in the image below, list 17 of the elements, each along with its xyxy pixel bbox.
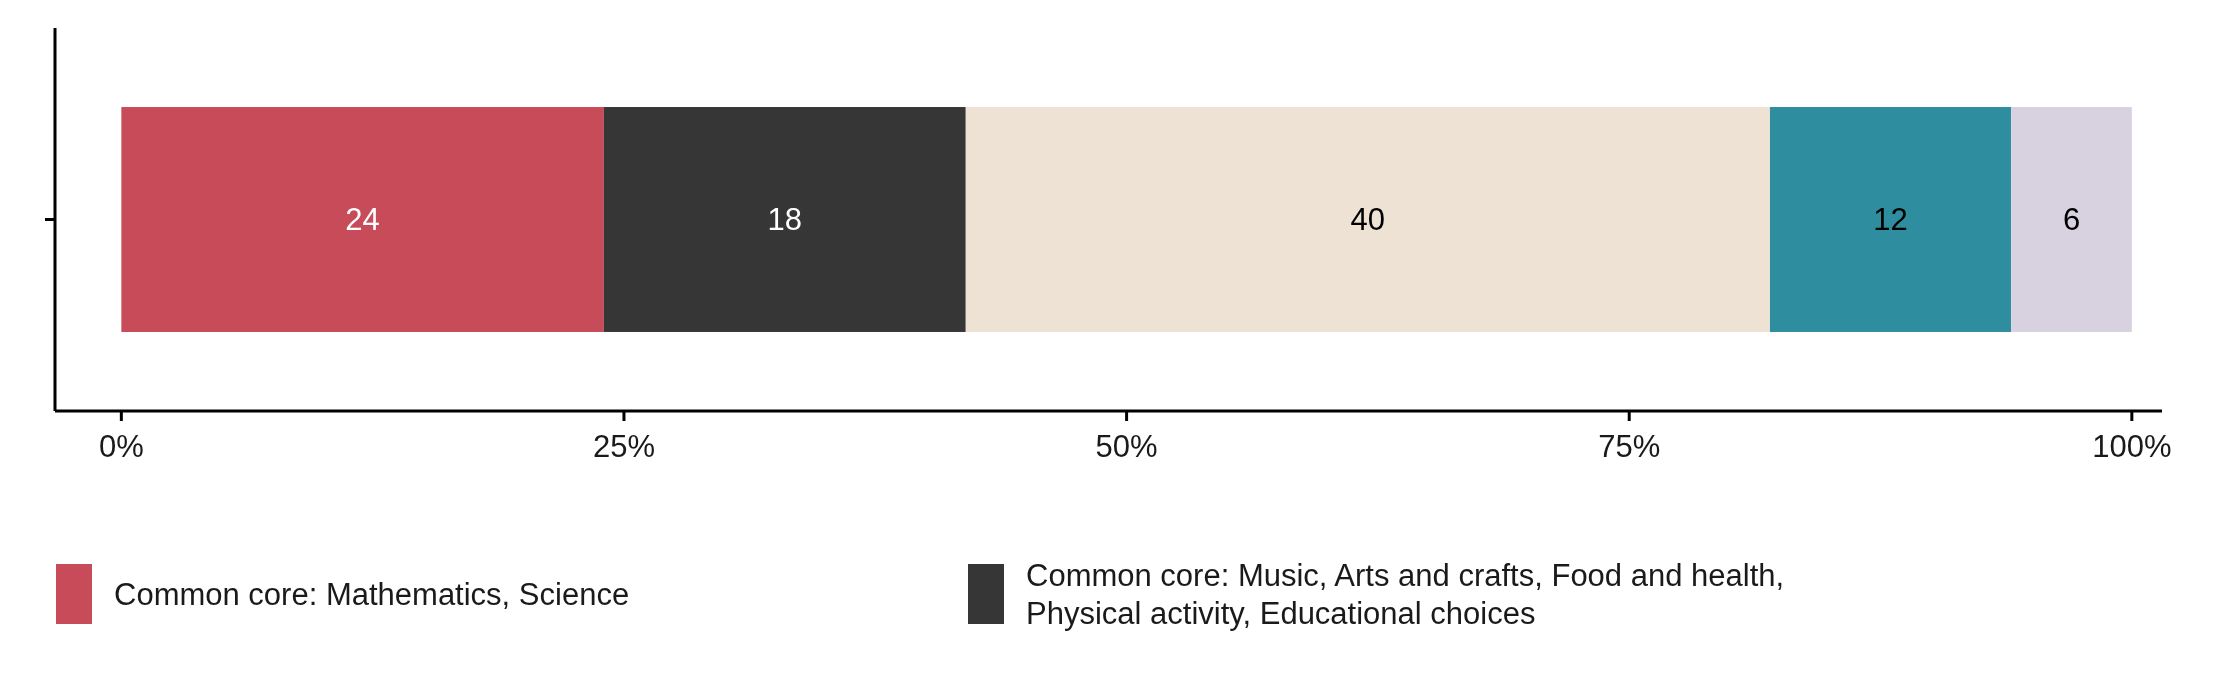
data-label: 6	[2062, 202, 2081, 238]
x-tick-label: 25%	[592, 429, 655, 464]
legend-label: Common core: Music, Arts and crafts, Food and health, Physical activity, Educational choices	[1026, 557, 1785, 631]
bar	[121, 107, 604, 332]
x-tick-label: 100%	[2092, 429, 2172, 464]
bar	[1769, 107, 2012, 332]
data-label: 12	[1873, 202, 1908, 238]
bar	[603, 107, 966, 332]
legend-label: Common core: Mathematics, Science	[114, 576, 630, 612]
x-tick-label: 0%	[98, 429, 144, 464]
data-label: 18	[767, 202, 803, 238]
bar	[965, 107, 1770, 332]
bar	[2011, 107, 2132, 332]
x-tick-label: 50%	[1095, 429, 1158, 464]
data-label: 40	[1350, 202, 1386, 238]
data-label: 24	[345, 202, 380, 238]
x-tick-label: 75%	[1598, 429, 1661, 464]
